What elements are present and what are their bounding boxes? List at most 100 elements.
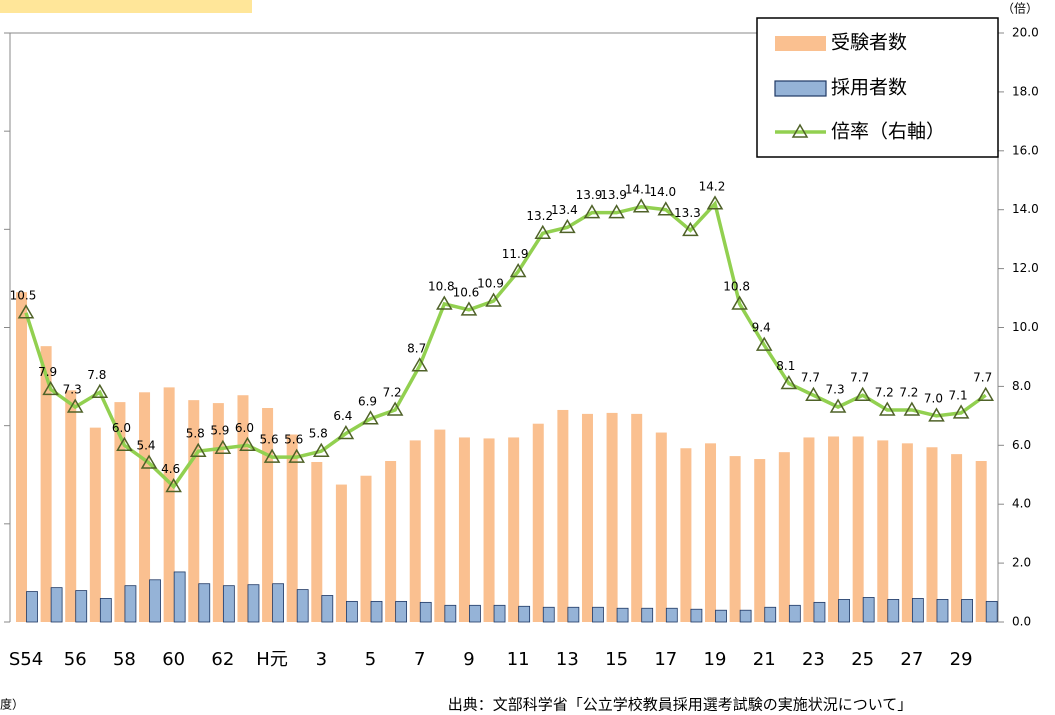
x-tick-label: 19 [704,649,727,670]
bar [335,484,347,622]
bar [483,438,495,622]
data-label: 5.6 [260,433,279,447]
x-tick-label: 56 [64,649,87,670]
bar [729,456,741,622]
data-label: 7.0 [924,391,943,405]
x-tick-label: H元 [256,649,288,670]
x-tick-label: 17 [654,649,677,670]
y2-tick-label: 18.0 [1012,84,1039,98]
bar [89,427,101,622]
data-label: 5.6 [284,433,303,447]
y2-axis-label: （倍） [1002,1,1038,16]
data-label: 7.8 [87,368,106,382]
ratio-marker [805,386,822,401]
data-label: 10.8 [723,279,750,293]
bar [50,587,63,623]
bar [936,599,949,623]
ratio-marker [608,204,625,219]
data-label: 14.2 [699,179,726,193]
bar [975,461,987,622]
y2-tick-label: 14.0 [1012,202,1039,216]
bar [739,609,752,623]
bar [665,607,678,623]
ratio-marker [165,478,182,493]
bar [40,346,52,622]
legend-label: 受験者数 [831,32,907,54]
ratio-marker [214,439,232,454]
bar [862,597,875,623]
bar [557,409,569,622]
bar [395,600,408,623]
x-tick-label: 21 [753,649,776,670]
bar [311,461,323,622]
bar [493,604,506,623]
bar [149,579,161,623]
bar [434,429,446,622]
x-tick-label: 60 [162,649,185,670]
ratio-marker [485,292,502,307]
ratio-marker [42,380,59,396]
ratio-marker [977,386,995,401]
bar [778,452,790,622]
ratio-marker [731,295,748,310]
data-label: 8.7 [407,341,426,355]
y2-tick-label: 12.0 [1012,261,1039,275]
bar [852,436,864,622]
bar [247,584,260,623]
y2-tick-label: 8.0 [1012,379,1031,393]
data-label: 6.9 [358,394,377,408]
ratio-marker [411,357,429,372]
bar [715,609,727,623]
ratio-marker [509,263,527,278]
bar [567,606,580,623]
bar [286,434,298,622]
bar [655,432,667,622]
bar [163,387,175,622]
y2-tick-label: 16.0 [1012,143,1039,157]
ratio-marker [755,336,773,351]
ratio-marker [534,224,552,240]
bar [901,443,913,622]
data-label: 7.2 [899,385,918,399]
data-label: 13.9 [576,188,603,202]
bar [198,583,211,623]
bar [65,390,77,622]
ratio-marker [189,442,207,457]
bar [262,407,274,622]
bar [838,599,850,623]
bar [951,454,963,622]
ratio-marker [780,374,798,390]
source: 出典：文部科学省「公立学校教員採用選考試験の実施状況について」 [448,696,913,714]
ratio-marker [239,436,256,452]
bar [803,437,815,622]
x-tick-label: 58 [113,649,136,670]
bar [360,475,372,622]
bar [124,585,137,623]
data-label: 7.1 [949,388,968,402]
ratio-marker [854,386,871,401]
data-label: 5.8 [186,427,205,441]
x-tick-label: 25 [851,649,874,670]
data-label: 7.7 [973,371,992,385]
bar [581,413,593,622]
bar [26,591,38,623]
bar [887,599,900,623]
bar [961,599,973,623]
ratio-line [24,200,987,490]
bar [508,437,520,622]
ratio-marker [362,410,379,425]
bar [828,436,840,622]
bar [139,392,151,622]
y2-tick-label: 10.0 [1012,320,1039,334]
ratio-marker [436,295,453,310]
data-label: 7.9 [38,365,57,379]
ratio-marker [632,198,650,213]
legend-marker [791,123,809,138]
x-tick-label: 23 [802,649,825,670]
bar [926,447,938,622]
ratio-marker [657,201,675,216]
bar [99,598,112,623]
data-label: 10.8 [428,279,455,293]
